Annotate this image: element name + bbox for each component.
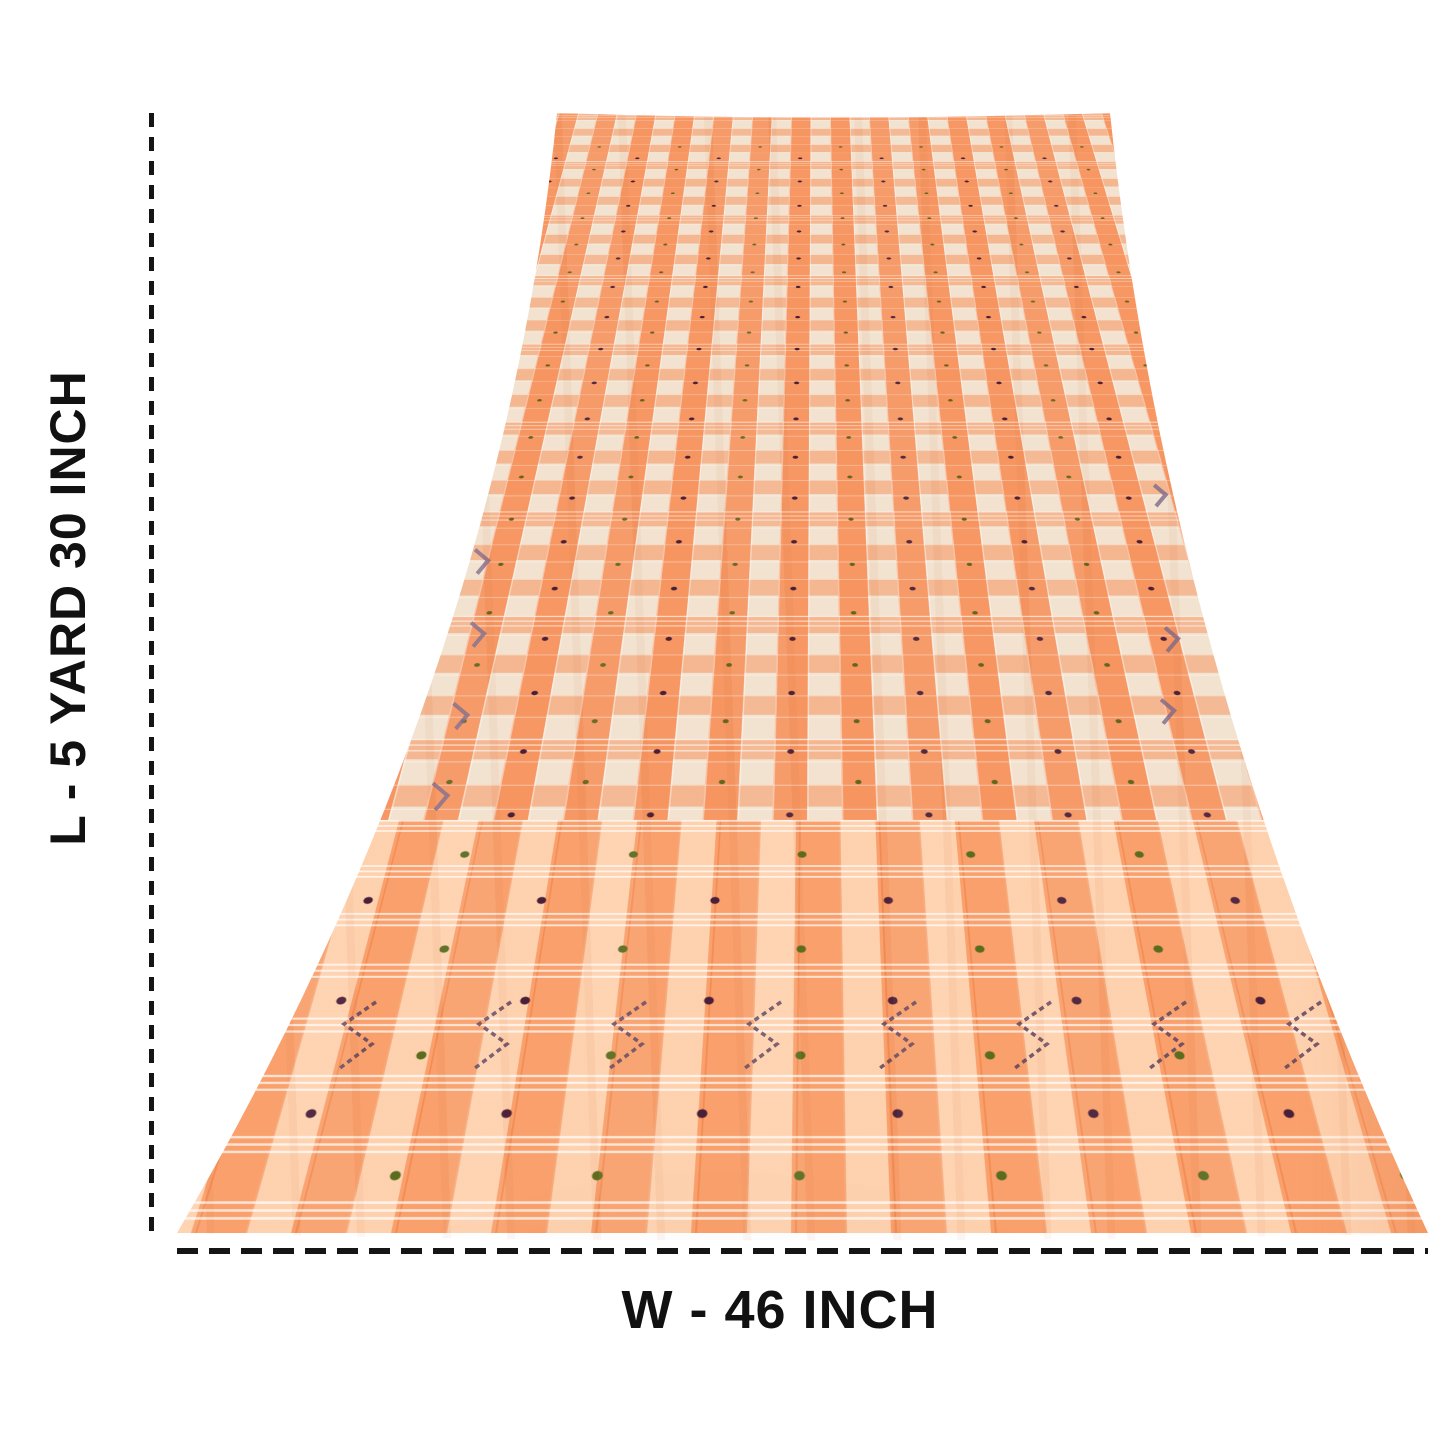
width-label: W - 46 INCH	[621, 1280, 939, 1340]
zigzag-motif-band	[330, 998, 1445, 1086]
length-dimension-line	[149, 113, 154, 1240]
width-dimension-line	[177, 1248, 1428, 1254]
chevron-motif	[449, 409, 470, 430]
chevron-motif	[444, 483, 468, 507]
length-label: L - 5 YARD 30 INCH	[40, 370, 96, 846]
